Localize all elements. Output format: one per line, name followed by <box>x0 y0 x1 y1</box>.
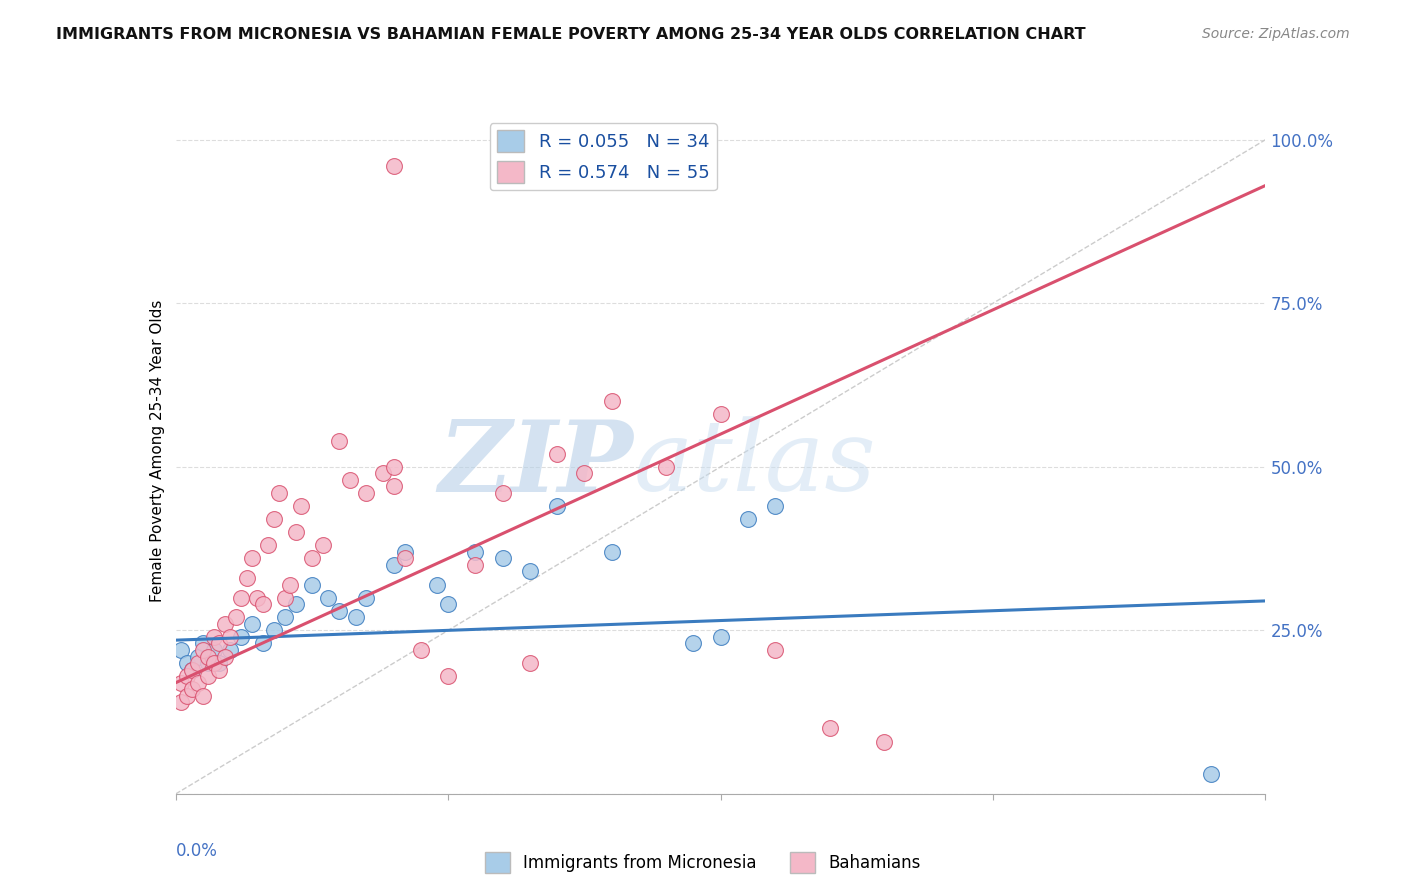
Point <box>312 538 335 552</box>
Point <box>546 499 568 513</box>
Point <box>176 689 198 703</box>
Point <box>263 624 285 638</box>
Point <box>328 434 350 448</box>
Point <box>240 616 263 631</box>
Point <box>546 447 568 461</box>
Point <box>219 643 242 657</box>
Point <box>519 565 541 579</box>
Point <box>246 591 269 605</box>
Point <box>202 656 225 670</box>
Point <box>356 591 378 605</box>
Point <box>176 669 198 683</box>
Point <box>409 643 432 657</box>
Point <box>710 630 733 644</box>
Point <box>301 577 323 591</box>
Point <box>328 604 350 618</box>
Text: IMMIGRANTS FROM MICRONESIA VS BAHAMIAN FEMALE POVERTY AMONG 25-34 YEAR OLDS CORR: IMMIGRANTS FROM MICRONESIA VS BAHAMIAN F… <box>56 27 1085 42</box>
Point <box>197 656 219 670</box>
Point <box>257 538 280 552</box>
Point <box>737 512 759 526</box>
Point <box>873 734 896 748</box>
Legend: R = 0.055   N = 34, R = 0.574   N = 55: R = 0.055 N = 34, R = 0.574 N = 55 <box>489 123 717 191</box>
Point <box>219 630 242 644</box>
Point <box>252 636 274 650</box>
Point <box>240 551 263 566</box>
Point <box>600 545 623 559</box>
Point <box>231 591 253 605</box>
Point <box>186 675 209 690</box>
Point <box>600 394 623 409</box>
Point <box>382 479 405 493</box>
Point <box>574 467 596 481</box>
Point <box>191 689 214 703</box>
Point <box>181 682 204 697</box>
Point <box>655 459 678 474</box>
Point <box>284 597 307 611</box>
Point <box>214 649 236 664</box>
Point <box>1199 767 1222 781</box>
Point <box>284 525 307 540</box>
Point <box>464 558 486 572</box>
Point <box>170 643 193 657</box>
Point <box>197 649 219 664</box>
Point <box>181 663 204 677</box>
Point <box>818 722 841 736</box>
Point <box>371 467 394 481</box>
Point <box>382 159 405 173</box>
Point <box>170 695 193 709</box>
Point <box>682 636 704 650</box>
Text: ZIP: ZIP <box>439 416 633 512</box>
Point <box>437 597 460 611</box>
Point <box>208 656 231 670</box>
Point <box>344 610 367 624</box>
Point <box>186 649 209 664</box>
Point <box>208 636 231 650</box>
Point <box>710 408 733 422</box>
Text: atlas: atlas <box>633 417 876 512</box>
Point <box>252 597 274 611</box>
Point <box>274 610 297 624</box>
Point <box>208 663 231 677</box>
Text: 0.0%: 0.0% <box>176 842 218 860</box>
Point <box>274 591 297 605</box>
Point <box>382 558 405 572</box>
Point <box>394 551 416 566</box>
Point <box>394 545 416 559</box>
Point <box>356 486 378 500</box>
Point <box>492 551 515 566</box>
Point <box>464 545 486 559</box>
Point <box>763 643 786 657</box>
Point <box>318 591 340 605</box>
Point <box>763 499 786 513</box>
Y-axis label: Female Poverty Among 25-34 Year Olds: Female Poverty Among 25-34 Year Olds <box>149 300 165 601</box>
Point <box>191 643 214 657</box>
Point <box>426 577 449 591</box>
Point <box>382 459 405 474</box>
Point <box>202 643 225 657</box>
Point <box>437 669 460 683</box>
Text: Source: ZipAtlas.com: Source: ZipAtlas.com <box>1202 27 1350 41</box>
Legend: Immigrants from Micronesia, Bahamians: Immigrants from Micronesia, Bahamians <box>478 846 928 880</box>
Point <box>186 656 209 670</box>
Point <box>176 656 198 670</box>
Point <box>278 577 301 591</box>
Point <box>492 486 515 500</box>
Point <box>269 486 291 500</box>
Point <box>339 473 361 487</box>
Point <box>170 675 193 690</box>
Point <box>301 551 323 566</box>
Point <box>202 630 225 644</box>
Point <box>214 616 236 631</box>
Point <box>191 636 214 650</box>
Point <box>181 663 204 677</box>
Point <box>263 512 285 526</box>
Point <box>197 669 219 683</box>
Point <box>290 499 312 513</box>
Point <box>519 656 541 670</box>
Point <box>231 630 253 644</box>
Point <box>225 610 247 624</box>
Point <box>235 571 257 585</box>
